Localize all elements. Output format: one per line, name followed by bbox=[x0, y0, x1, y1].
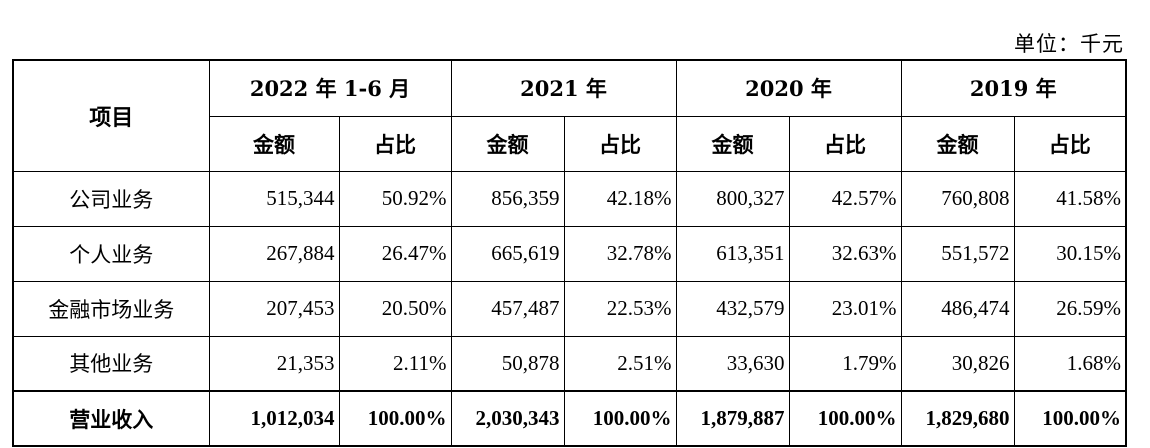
ratio-cell: 1.68% bbox=[1013, 335, 1127, 392]
total-ratio-cell: 100.00% bbox=[338, 390, 452, 447]
total-amount-cell: 2,030,343 bbox=[450, 390, 565, 447]
amount-cell: 50,878 bbox=[450, 335, 565, 392]
row-label: 个人业务 bbox=[12, 225, 210, 282]
total-amount-cell: 1,879,887 bbox=[675, 390, 790, 447]
amount-cell: 432,579 bbox=[675, 280, 790, 337]
amount-cell: 665,619 bbox=[450, 225, 565, 282]
unit-label: 单位：千元 bbox=[1014, 32, 1124, 56]
ratio-header: 占比 bbox=[788, 115, 902, 172]
total-label: 营业收入 bbox=[12, 390, 210, 447]
revenue-table: 项目 2022 年 1-6 月 2021 年 2020 年 2019 年 金额 … bbox=[12, 59, 1127, 447]
total-row: 营业收入 1,012,034 100.00% 2,030,343 100.00%… bbox=[12, 390, 1127, 447]
amount-cell: 21,353 bbox=[208, 335, 340, 392]
amount-cell: 457,487 bbox=[450, 280, 565, 337]
ratio-cell: 1.79% bbox=[788, 335, 902, 392]
ratio-cell: 20.50% bbox=[338, 280, 452, 337]
amount-cell: 515,344 bbox=[208, 170, 340, 227]
amount-cell: 267,884 bbox=[208, 225, 340, 282]
row-label: 公司业务 bbox=[12, 170, 210, 227]
total-ratio-cell: 100.00% bbox=[788, 390, 902, 447]
item-header: 项目 bbox=[12, 59, 210, 172]
row-label: 其他业务 bbox=[12, 335, 210, 392]
ratio-cell: 32.78% bbox=[563, 225, 677, 282]
ratio-header: 占比 bbox=[563, 115, 677, 172]
ratio-cell: 41.58% bbox=[1013, 170, 1127, 227]
total-ratio-cell: 100.00% bbox=[563, 390, 677, 447]
ratio-cell: 30.15% bbox=[1013, 225, 1127, 282]
ratio-cell: 2.51% bbox=[563, 335, 677, 392]
ratio-header: 占比 bbox=[1013, 115, 1127, 172]
ratio-cell: 26.47% bbox=[338, 225, 452, 282]
amount-cell: 613,351 bbox=[675, 225, 790, 282]
table-row: 金融市场业务 207,453 20.50% 457,487 22.53% 432… bbox=[12, 280, 1127, 337]
table-row: 个人业务 267,884 26.47% 665,619 32.78% 613,3… bbox=[12, 225, 1127, 282]
ratio-cell: 42.57% bbox=[788, 170, 902, 227]
amount-cell: 760,808 bbox=[900, 170, 1015, 227]
ratio-cell: 32.63% bbox=[788, 225, 902, 282]
period-header: 2022 年 1-6 月 bbox=[208, 59, 452, 117]
total-ratio-cell: 100.00% bbox=[1013, 390, 1127, 447]
amount-cell: 33,630 bbox=[675, 335, 790, 392]
amount-cell: 800,327 bbox=[675, 170, 790, 227]
ratio-cell: 22.53% bbox=[563, 280, 677, 337]
ratio-cell: 42.18% bbox=[563, 170, 677, 227]
amount-header: 金额 bbox=[675, 115, 790, 172]
table-row: 其他业务 21,353 2.11% 50,878 2.51% 33,630 1.… bbox=[12, 335, 1127, 392]
amount-cell: 486,474 bbox=[900, 280, 1015, 337]
table-row: 公司业务 515,344 50.92% 856,359 42.18% 800,3… bbox=[12, 170, 1127, 227]
total-amount-cell: 1,012,034 bbox=[208, 390, 340, 447]
amount-cell: 207,453 bbox=[208, 280, 340, 337]
period-header: 2021 年 bbox=[450, 59, 677, 117]
ratio-cell: 50.92% bbox=[338, 170, 452, 227]
amount-header: 金额 bbox=[208, 115, 340, 172]
ratio-header: 占比 bbox=[338, 115, 452, 172]
row-label: 金融市场业务 bbox=[12, 280, 210, 337]
total-amount-cell: 1,829,680 bbox=[900, 390, 1015, 447]
amount-cell: 30,826 bbox=[900, 335, 1015, 392]
ratio-cell: 26.59% bbox=[1013, 280, 1127, 337]
ratio-cell: 23.01% bbox=[788, 280, 902, 337]
period-header: 2019 年 bbox=[900, 59, 1127, 117]
period-header: 2020 年 bbox=[675, 59, 902, 117]
amount-header: 金额 bbox=[450, 115, 565, 172]
amount-header: 金额 bbox=[900, 115, 1015, 172]
amount-cell: 856,359 bbox=[450, 170, 565, 227]
header-row-periods: 项目 2022 年 1-6 月 2021 年 2020 年 2019 年 bbox=[12, 59, 1127, 172]
ratio-cell: 2.11% bbox=[338, 335, 452, 392]
amount-cell: 551,572 bbox=[900, 225, 1015, 282]
